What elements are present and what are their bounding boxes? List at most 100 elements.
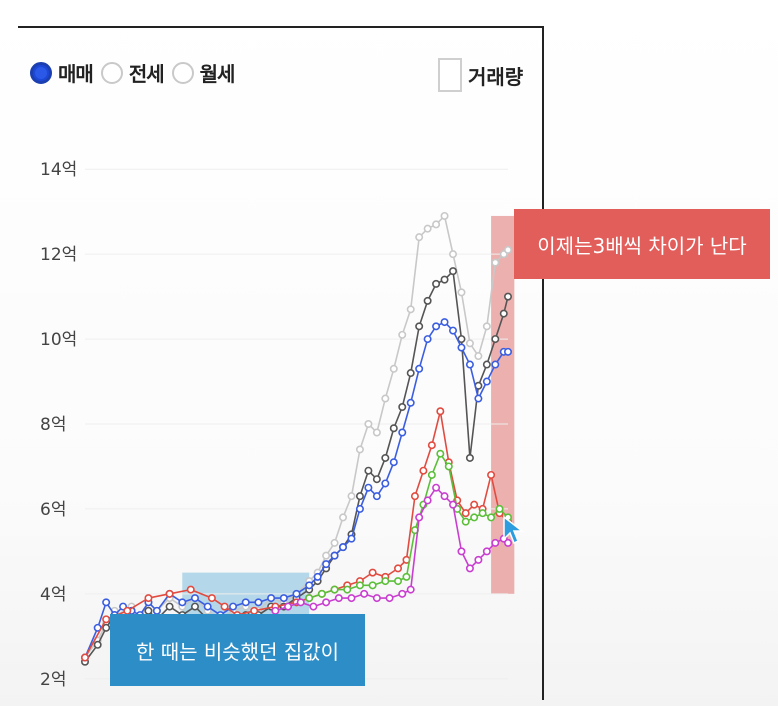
data-point xyxy=(372,492,381,501)
data-point xyxy=(254,598,263,607)
radio-selected-icon[interactable] xyxy=(30,61,52,84)
data-point xyxy=(93,640,102,649)
y-tick-label: 4억 xyxy=(40,585,66,605)
data-point xyxy=(394,564,403,573)
tab-jeonse[interactable]: 전세 xyxy=(100,58,165,87)
tab-monthly-rent[interactable]: 월세 xyxy=(171,58,236,87)
data-point xyxy=(347,492,356,501)
data-point xyxy=(372,475,381,484)
data-point xyxy=(499,309,508,318)
data-point xyxy=(398,589,407,598)
data-point xyxy=(81,653,90,662)
data-point xyxy=(241,598,250,607)
data-point xyxy=(482,547,491,556)
tab-jeonse-label: 전세 xyxy=(128,62,165,86)
data-point xyxy=(470,513,479,522)
data-point xyxy=(394,577,403,586)
data-point xyxy=(355,445,364,454)
data-point xyxy=(440,492,449,501)
tab-sale[interactable]: 매매 xyxy=(30,58,94,87)
data-point xyxy=(478,509,487,518)
data-point xyxy=(339,543,348,552)
panel-right-border xyxy=(542,26,544,700)
data-point xyxy=(432,279,441,288)
data-point xyxy=(343,585,352,594)
checkbox-icon[interactable] xyxy=(438,58,462,92)
data-point xyxy=(415,364,424,373)
data-point xyxy=(410,492,419,501)
data-point xyxy=(322,560,331,569)
tab-sale-label: 매매 xyxy=(58,62,94,86)
data-point xyxy=(419,466,428,475)
data-point xyxy=(207,594,216,603)
tab-monthly-rent-label: 월세 xyxy=(199,62,236,86)
data-point xyxy=(432,483,441,492)
data-point xyxy=(347,594,356,603)
data-point xyxy=(190,594,199,603)
data-point xyxy=(292,589,301,598)
panel-top-border xyxy=(18,26,544,28)
annotation-left: 한 때는 비슷했던 집값이 xyxy=(110,614,365,686)
data-point xyxy=(406,398,415,407)
data-point xyxy=(474,352,483,361)
data-point xyxy=(465,360,474,369)
data-point xyxy=(144,594,153,603)
data-point xyxy=(487,470,496,479)
data-point xyxy=(381,577,390,586)
data-point xyxy=(389,364,398,373)
data-point xyxy=(474,555,483,564)
data-point xyxy=(186,585,195,594)
data-point xyxy=(474,394,483,403)
data-point xyxy=(402,572,411,581)
volume-toggle-label: 거래량 xyxy=(468,64,524,89)
data-point xyxy=(364,466,373,475)
data-point xyxy=(495,504,504,513)
data-point xyxy=(427,470,436,479)
radio-empty-icon[interactable] xyxy=(171,61,194,84)
data-point xyxy=(503,245,512,254)
y-tick-label: 2억 xyxy=(40,670,66,690)
deal-type-tabs: 매매 전세 월세 xyxy=(30,58,236,87)
data-point xyxy=(457,288,466,297)
data-point xyxy=(364,483,373,492)
data-point xyxy=(415,513,424,522)
volume-toggle[interactable]: 거래량 xyxy=(438,58,523,92)
data-point xyxy=(355,581,364,590)
data-point xyxy=(482,322,491,331)
data-point xyxy=(423,496,432,505)
y-tick-label: 12억 xyxy=(40,245,77,265)
data-point xyxy=(355,492,364,501)
data-point xyxy=(313,572,322,581)
data-point xyxy=(436,407,445,416)
annotation-right: 이제는3배씩 차이가 난다 xyxy=(514,209,770,279)
data-point xyxy=(165,602,174,611)
data-point xyxy=(398,403,407,412)
data-point xyxy=(334,594,343,603)
data-point xyxy=(503,292,512,301)
data-point xyxy=(449,267,458,276)
data-point xyxy=(465,453,474,462)
y-tick-label: 14억 xyxy=(40,160,77,180)
data-point xyxy=(482,377,491,386)
data-point xyxy=(330,585,339,594)
data-point xyxy=(470,500,479,509)
data-point xyxy=(360,589,369,598)
radio-empty-icon[interactable] xyxy=(100,61,123,84)
data-point xyxy=(309,602,318,611)
data-point xyxy=(102,623,111,632)
data-point xyxy=(487,513,496,522)
data-point xyxy=(364,419,373,428)
data-point xyxy=(339,513,348,522)
data-point xyxy=(322,551,331,560)
data-point xyxy=(461,517,470,526)
mouse-cursor-icon xyxy=(503,515,524,545)
data-point xyxy=(368,581,377,590)
data-point xyxy=(449,326,458,335)
data-point xyxy=(102,598,111,607)
data-point xyxy=(178,598,187,607)
data-point xyxy=(317,589,326,598)
data-point xyxy=(482,360,491,369)
data-point xyxy=(102,615,111,624)
data-point xyxy=(305,594,314,603)
